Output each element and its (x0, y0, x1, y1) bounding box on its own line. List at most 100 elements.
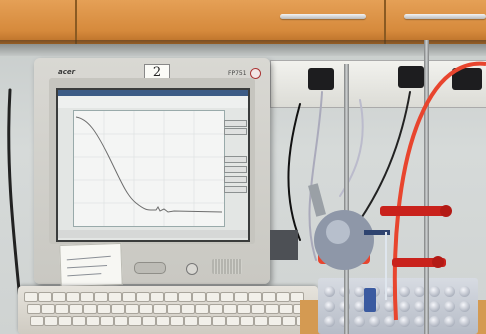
device-base (270, 230, 298, 260)
tray-well (459, 286, 470, 297)
tray-well (384, 286, 395, 297)
tray-well (429, 301, 440, 312)
keyboard-key (226, 316, 240, 326)
tray-well (444, 316, 455, 327)
keyboard-key (156, 316, 170, 326)
keyboard-key (44, 316, 58, 326)
keyboard-key (80, 292, 94, 302)
number-sticker: 2 (144, 64, 170, 82)
keyboard-key (136, 292, 150, 302)
keyboard-key (38, 292, 52, 302)
keyboard-key (139, 304, 153, 314)
keyboard-key (170, 316, 184, 326)
keyboard-key (30, 316, 44, 326)
keyboard-key (94, 292, 108, 302)
support-rod (424, 40, 429, 334)
keyboard-key (52, 292, 66, 302)
cabinet-handle (404, 14, 486, 19)
tray-well (444, 286, 455, 297)
cabinet-door-gap (75, 0, 77, 44)
tray-well (399, 286, 410, 297)
app-header (58, 96, 248, 108)
tray-well (414, 316, 425, 327)
paper-note (59, 242, 123, 288)
badge-icon (250, 68, 261, 79)
cabinet-handle (280, 14, 366, 19)
monitor-screen (56, 88, 250, 242)
keyboard-key (164, 292, 178, 302)
keyboard-key (251, 304, 265, 314)
keyboard-key (27, 304, 41, 314)
keyboard-key (279, 304, 293, 314)
keyboard-key (195, 304, 209, 314)
keyboard-key (100, 316, 114, 326)
tray-well (354, 301, 365, 312)
keyboard-key (114, 316, 128, 326)
keyboard-key (178, 292, 192, 302)
control-button (224, 120, 247, 127)
keyboard-key (192, 292, 206, 302)
tray-well (459, 316, 470, 327)
keyboard-key (150, 292, 164, 302)
app-titlebar (58, 90, 248, 96)
power-plug (308, 68, 334, 90)
keyboard-key (290, 292, 304, 302)
tray-well (354, 316, 365, 327)
keyboard-key (55, 304, 69, 314)
keyboard-key (122, 292, 136, 302)
keyboard-key (237, 304, 251, 314)
keyboard-key (24, 292, 38, 302)
keyboard-key (234, 292, 248, 302)
tray-well (369, 316, 380, 327)
control-button (224, 176, 247, 183)
power-plug (452, 68, 482, 90)
cabinet-door-gap (384, 0, 386, 44)
titration-curve (74, 111, 224, 226)
control-panel (224, 110, 247, 228)
keyboard-key (153, 304, 167, 314)
tray-well (444, 301, 455, 312)
keyboard-key (97, 304, 111, 314)
keyboard-key (58, 316, 72, 326)
tray-well (384, 301, 395, 312)
brand-logo: acer (58, 68, 76, 76)
tray-well (324, 316, 335, 327)
keyboard-key (276, 292, 290, 302)
control-button (224, 186, 247, 193)
keyboard-key (206, 292, 220, 302)
control-button (224, 156, 247, 163)
tray-well (354, 286, 365, 297)
keyboard-key (262, 292, 276, 302)
keyboard-key (254, 316, 268, 326)
keyboard-key (86, 316, 100, 326)
tray-well (384, 316, 395, 327)
keyboard-key (220, 292, 234, 302)
keyboard-key (142, 316, 156, 326)
menu-button-icon (134, 262, 166, 274)
control-button (224, 128, 247, 135)
keyboard-key (209, 304, 223, 314)
status-bar (58, 230, 248, 238)
keyboard-key (128, 316, 142, 326)
keyboard-key (240, 316, 254, 326)
keyboard-key (111, 304, 125, 314)
keyboard-key (83, 304, 97, 314)
tray-well (399, 316, 410, 327)
keyboard-key (184, 316, 198, 326)
tray-well (429, 286, 440, 297)
tray-well (429, 316, 440, 327)
speaker-grille (212, 259, 242, 274)
power-plug (398, 66, 424, 88)
keyboard-key (69, 304, 83, 314)
tray-well (459, 301, 470, 312)
control-button (224, 166, 247, 173)
keyboard-key (66, 292, 80, 302)
model-label: FP751 (228, 70, 247, 77)
shelf-underside (0, 44, 486, 56)
wall-cabinet (0, 0, 486, 44)
tray-well (414, 301, 425, 312)
keyboard-key (108, 292, 122, 302)
